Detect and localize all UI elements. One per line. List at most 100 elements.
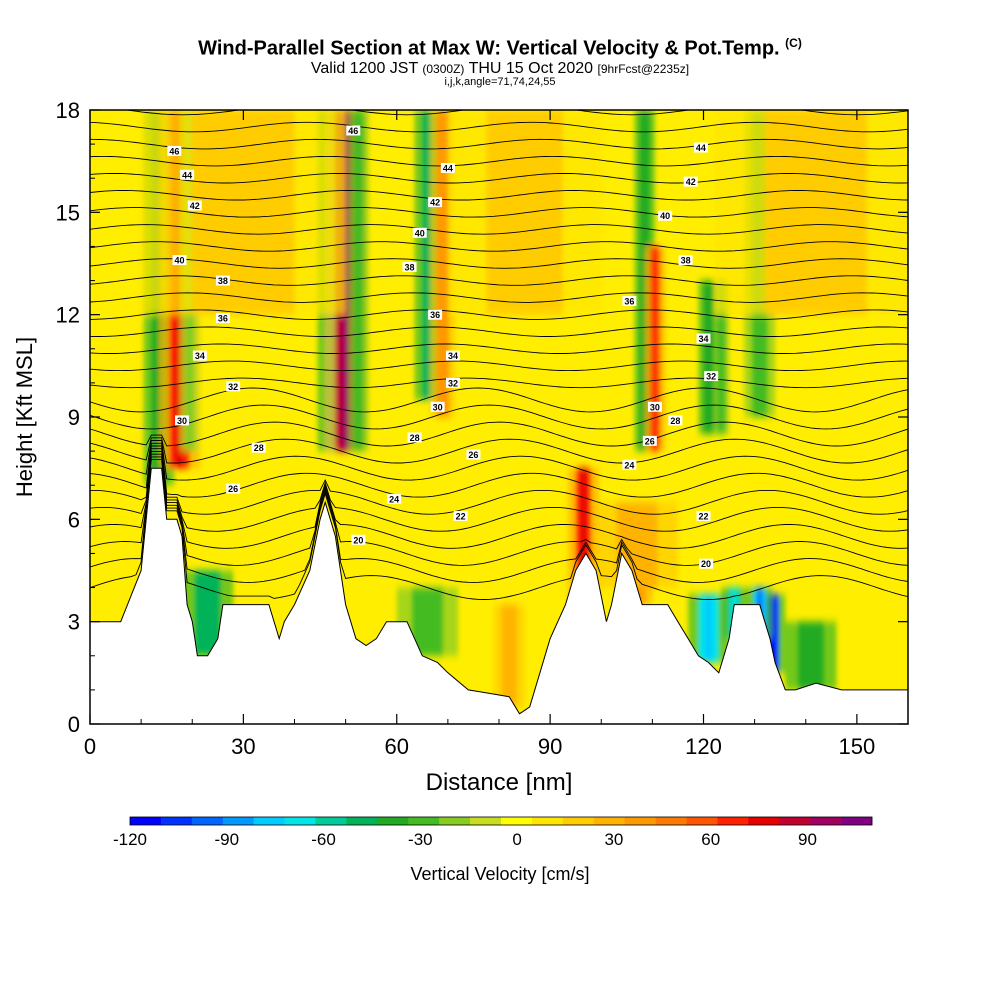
isentrope-label: 42 <box>190 201 200 211</box>
isentrope-label: 38 <box>218 276 228 286</box>
isentrope-label-bg <box>647 401 662 412</box>
isentrope-label-bg <box>683 176 698 187</box>
isentrope-label-bg <box>226 483 241 494</box>
velocity-core <box>580 468 587 622</box>
updraft-band <box>764 110 868 315</box>
isentrope-label: 30 <box>177 416 187 426</box>
isentrope-label-bg <box>466 449 481 460</box>
isentrope-labels: 46 44 42 40 38 36 34 32 30 28 26 46 44 42 40 38 36 34 32 30… <box>167 125 719 569</box>
colorbar-tick-label: 60 <box>701 830 720 849</box>
isentrope-label: 26 <box>228 484 238 494</box>
isentrope-label: 36 <box>430 310 440 320</box>
isentrope-label: 28 <box>670 416 680 426</box>
isentrope-label: 40 <box>415 228 425 238</box>
x-tick-label: 60 <box>385 734 409 759</box>
colorbar-swatch <box>253 817 285 825</box>
isentrope-label-bg <box>215 313 230 324</box>
isentrope-label: 32 <box>448 378 458 388</box>
isentrope-label: 22 <box>456 511 466 521</box>
colorbar-swatch <box>810 817 842 825</box>
isentrope-label-bg <box>622 459 637 470</box>
velocity-core <box>652 246 657 452</box>
copyright-mark: (C) <box>785 36 802 50</box>
y-tick-label: 15 <box>56 200 80 225</box>
isentrope-label: 34 <box>448 351 458 361</box>
colorbar-swatch <box>531 817 564 825</box>
isentrope-label: 32 <box>706 372 716 382</box>
x-axis-label: Distance [nm] <box>426 769 573 796</box>
y-tick-label: 3 <box>68 610 80 635</box>
isentrope-line <box>90 173 908 184</box>
isentrope-line <box>90 343 908 354</box>
colorbar-swatch <box>284 817 316 825</box>
x-tick-label: 0 <box>84 734 96 759</box>
terrain-mask <box>90 467 908 724</box>
colorbar-tick-label: 90 <box>798 830 817 849</box>
isentrope-line <box>90 155 908 167</box>
y-tick-label: 6 <box>68 507 80 532</box>
isentrope-line <box>90 445 908 515</box>
y-tick-label: 12 <box>56 303 80 328</box>
isentrope-label: 38 <box>681 256 691 266</box>
colorbar-swatch <box>624 817 656 825</box>
isentrope-label: 30 <box>433 402 443 412</box>
isentrope-label-bg <box>180 169 195 180</box>
updraft-band <box>192 110 295 315</box>
isentrope-label-bg <box>167 145 182 156</box>
downdraft-band <box>703 280 714 435</box>
colorbar-swatch <box>408 817 440 825</box>
updraft-band <box>486 110 563 315</box>
x-tick-label: 120 <box>685 734 722 759</box>
isentrope-line <box>90 360 908 372</box>
subtitle-utc: (0300Z) <box>422 62 465 76</box>
isentrope-line <box>90 190 908 201</box>
isentrope-label: 46 <box>169 146 179 156</box>
y-tick-label: 0 <box>68 712 80 737</box>
subtitle-forecast: [9hrFcst@2235z] <box>597 62 690 76</box>
isentrope-label-bg <box>668 415 683 426</box>
isentrope-label: 36 <box>624 297 634 307</box>
isentrope-label-bg <box>412 227 427 238</box>
isentrope-label-bg <box>696 510 711 521</box>
colorbar-swatch <box>501 817 533 825</box>
isentrope-label-bg <box>192 350 207 361</box>
isentrope-label-bg <box>428 309 443 320</box>
isentrope-label: 30 <box>650 402 660 412</box>
plot-area: 46 44 42 40 38 36 34 32 30 28 26 46 44 42 40 38 36 34 32 30… <box>90 110 908 724</box>
downdraft-band <box>717 280 726 435</box>
isentrope-lines <box>90 110 908 600</box>
isentrope-label-bg <box>346 125 361 136</box>
isentrope-line <box>90 421 908 447</box>
isentrope-label-bg <box>642 435 657 446</box>
isentrope-label-bg <box>215 275 230 286</box>
isentrope-label: 20 <box>701 559 711 569</box>
isentrope-label: 42 <box>430 198 440 208</box>
colorbar-swatch <box>686 817 718 825</box>
isentrope-line <box>90 377 908 389</box>
chart-subtitle-indices: i,j,k,angle=71,74,24,55 <box>444 76 556 88</box>
isentrope-label-bg <box>407 432 422 443</box>
isentrope-label-bg <box>430 401 445 412</box>
colorbar-tick-label: -60 <box>311 830 336 849</box>
isentrope-label-bg <box>445 350 460 361</box>
isentrope-label-bg <box>622 296 637 307</box>
isentrope-label-bg <box>696 333 711 344</box>
isentrope-label: 22 <box>698 511 708 521</box>
isentrope-label-bg <box>453 510 468 521</box>
isentrope-label-bg <box>440 162 455 173</box>
colorbar-swatch <box>717 817 749 825</box>
isentrope-label: 28 <box>410 433 420 443</box>
colorbar-swatch <box>470 817 502 825</box>
x-tick-label: 150 <box>839 734 876 759</box>
colorbar-swatch <box>160 817 193 825</box>
isentrope-label: 40 <box>174 256 184 266</box>
colorbar-tick-label: 30 <box>604 830 623 849</box>
colorbar-swatch <box>222 817 254 825</box>
isentrope-line <box>123 110 908 116</box>
colorbar-swatch <box>315 817 347 825</box>
isentrope-label-bg <box>402 261 417 272</box>
y-tick-label: 9 <box>68 405 80 430</box>
colorbar-tick-label: 0 <box>512 830 521 849</box>
isentrope-label-bg <box>445 377 460 388</box>
